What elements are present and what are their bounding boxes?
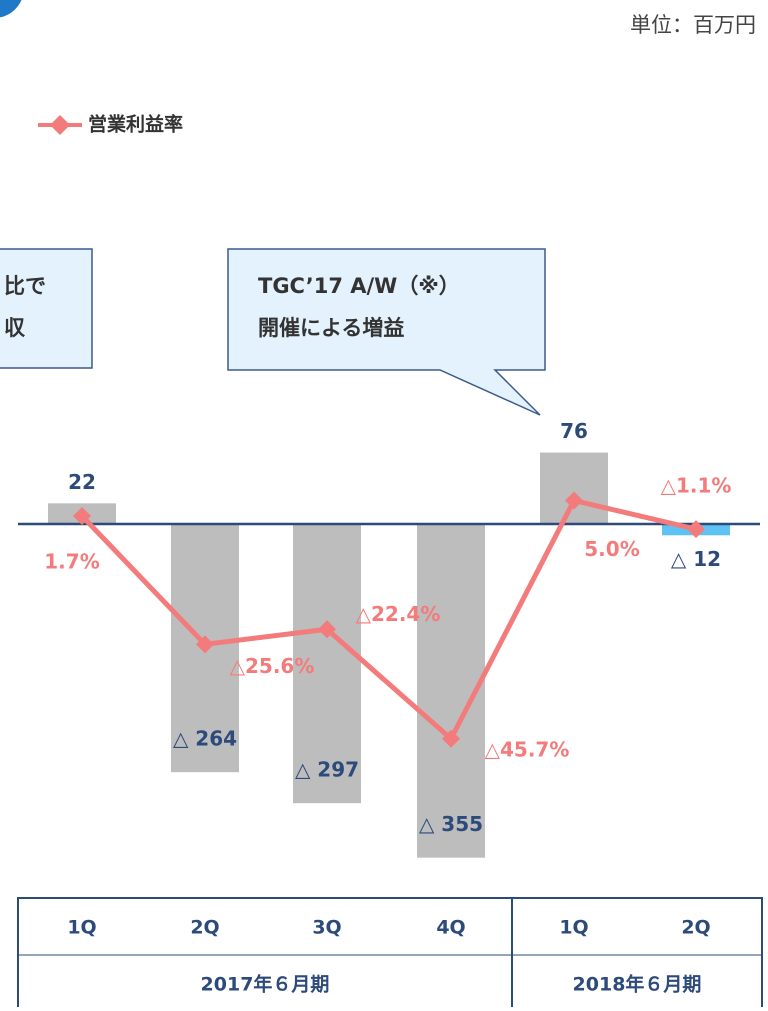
group-label: 2017年６月期 <box>201 973 330 996</box>
bar-value-label: △ 355 <box>419 812 483 836</box>
annotation-right: TGC’17 A/W（※） 開催による増益 <box>227 248 546 416</box>
bar-value-label: △ 297 <box>295 758 359 782</box>
x-tick-label: 1Q <box>67 917 96 939</box>
bar-value-label: 22 <box>68 470 96 494</box>
annotation-left: 比で 収 <box>0 248 93 369</box>
x-tick-label: 1Q <box>559 917 588 939</box>
line-marker <box>73 507 91 526</box>
legend-label: 営業利益率 <box>88 113 183 136</box>
annotation-text: 収 <box>4 316 26 340</box>
unit-label: 単位：百万円 <box>630 13 756 37</box>
bar <box>540 452 608 524</box>
annotation-text: 開催による増益 <box>258 316 404 340</box>
bar-value-label: △ 264 <box>173 727 237 751</box>
line <box>80 498 697 742</box>
line-value-label: 5.0% <box>584 537 639 561</box>
line-value-label: △45.7% <box>485 737 570 761</box>
annotation-text: 比で <box>4 274 46 298</box>
line-marker <box>196 635 214 654</box>
line-marker <box>687 520 705 539</box>
x-tick-label: 2Q <box>190 917 219 939</box>
x-tick-label: 4Q <box>436 917 465 939</box>
callout-box <box>227 248 546 416</box>
line-marker <box>565 491 583 510</box>
line-value-label: △25.6% <box>230 654 315 678</box>
annotation-text: TGC’17 A/W（※） <box>258 274 460 298</box>
x-tick-label: 2Q <box>681 917 710 939</box>
line-marker <box>442 729 460 748</box>
line-marker <box>318 620 336 639</box>
bar <box>293 524 361 804</box>
corner-icon <box>0 0 22 18</box>
bar-value-label: 76 <box>560 419 588 443</box>
legend-marker <box>50 115 70 135</box>
line-value-label: △22.4% <box>356 602 441 626</box>
x-tick-label: 3Q <box>312 917 341 939</box>
bar-value-label: △ 12 <box>671 547 721 571</box>
plot: 22 △ 264 △ 297 △ 355 76 △ 12 1.7% △25.6% △22.4% △… <box>18 419 760 858</box>
group-label: 2018年６月期 <box>573 973 702 996</box>
line-value-label: 1.7% <box>44 550 99 574</box>
line-value-label: △1.1% <box>661 474 732 498</box>
callout-box <box>0 248 93 369</box>
